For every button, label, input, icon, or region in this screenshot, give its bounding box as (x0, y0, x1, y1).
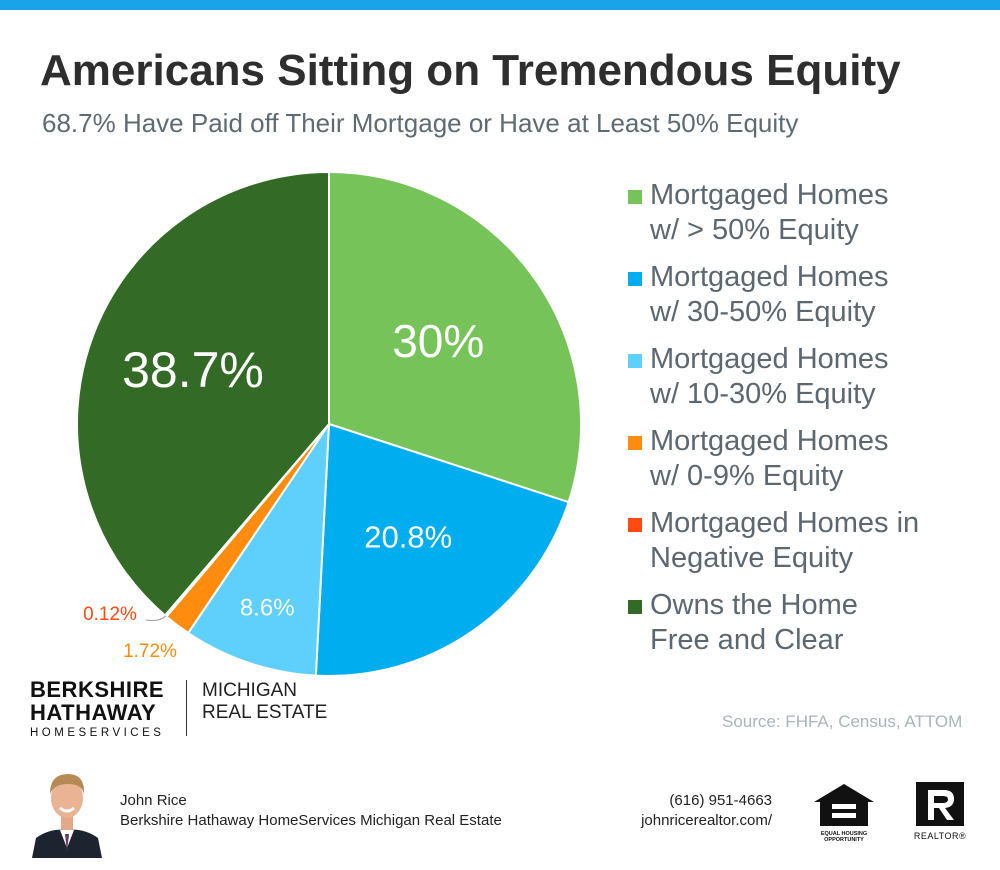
slice-over-50-equity (328, 170, 582, 504)
legend-label: Mortgaged Homes in Negative Equity (650, 507, 920, 574)
legend-label: Mortgaged Homes w/ > 50% Equity (650, 179, 889, 246)
legend-swatch (628, 354, 642, 368)
slice-free-and-clear (76, 170, 330, 617)
slice-label: 8.6% (240, 594, 295, 621)
legend-label: Mortgaged Homes w/ 30-50% Equity (650, 261, 889, 328)
equal-housing-icon (814, 784, 874, 826)
legend-item-10-30-equity: Mortgaged Homes w/ 10-30% Equity (628, 342, 988, 424)
realtor-text: REALTOR® (913, 831, 967, 841)
agent-info: John Rice Berkshire Hathaway HomeService… (120, 791, 502, 831)
slice-30-50-equity (314, 422, 570, 677)
chart-legend: Mortgaged Homes w/ > 50% Equity Mortgage… (628, 178, 988, 670)
legend-swatch (628, 518, 642, 532)
brand-line-2: HATHAWAY (30, 700, 157, 725)
brand-line-1: BERKSHIRE (30, 677, 165, 702)
legend-swatch (628, 272, 642, 286)
agent-photo (30, 762, 104, 858)
agent-company: Berkshire Hathaway HomeServices Michigan… (120, 812, 502, 829)
legend-label: Mortgaged Homes w/ 10-30% Equity (650, 343, 889, 410)
legend-item-30-50-equity: Mortgaged Homes w/ 30-50% Equity (628, 260, 988, 342)
brand-line-3: HOMESERVICES (30, 727, 165, 739)
brand-logo: BERKSHIRE HATHAWAY HOMESERVICES (30, 678, 164, 739)
realtor-logo: REALTOR® (912, 782, 968, 841)
legend-item-negative-equity: Mortgaged Homes in Negative Equity (628, 506, 988, 588)
website-link[interactable]: johnricerealtor.com/ (641, 812, 772, 829)
slice-label: 0.12% (83, 604, 137, 625)
equal-housing-logo: EQUAL HOUSING OPPORTUNITY (812, 782, 876, 843)
chart-subtitle: 68.7% Have Paid off Their Mortgage or Ha… (42, 108, 799, 138)
brand-region: MICHIGAN REAL ESTATE (202, 680, 327, 724)
label-leader-line (145, 615, 167, 621)
slice-label: 38.7% (122, 342, 264, 398)
legend-swatch (628, 436, 642, 450)
pie-chart: 30% 20.8% 8.6% 1.72% 0.12% 38.7% (76, 170, 582, 677)
brand-region-line-2: REAL ESTATE (202, 702, 328, 723)
legend-swatch (628, 600, 642, 614)
brand-divider (186, 680, 187, 736)
legend-item-free-and-clear: Owns the Home Free and Clear (628, 588, 988, 670)
phone-number: (616) 951-4663 (669, 792, 772, 809)
realtor-r-icon (916, 782, 964, 826)
source-note: Source: FHFA, Census, ATTOM (722, 712, 963, 731)
slice-label: 20.8% (364, 520, 452, 555)
legend-item-0-9-equity: Mortgaged Homes w/ 0-9% Equity (628, 424, 988, 506)
contact-info: (616) 951-4663 johnricerealtor.com/ (641, 791, 772, 831)
slice-label: 1.72% (123, 641, 177, 662)
legend-swatch (628, 190, 642, 204)
top-accent-bar (0, 0, 1000, 10)
agent-portrait-icon (30, 762, 104, 858)
slice-label: 30% (392, 315, 484, 367)
legend-item-over-50-equity: Mortgaged Homes w/ > 50% Equity (628, 178, 988, 260)
agent-name: John Rice (120, 792, 187, 809)
slice-10-30-equity (186, 420, 331, 677)
legend-label: Mortgaged Homes w/ 0-9% Equity (650, 425, 889, 492)
equal-housing-text: EQUAL HOUSING OPPORTUNITY (820, 831, 868, 843)
chart-title: Americans Sitting on Tremendous Equity (40, 46, 901, 95)
legend-label: Owns the Home Free and Clear (650, 589, 858, 656)
brand-region-line-1: MICHIGAN (202, 680, 297, 701)
